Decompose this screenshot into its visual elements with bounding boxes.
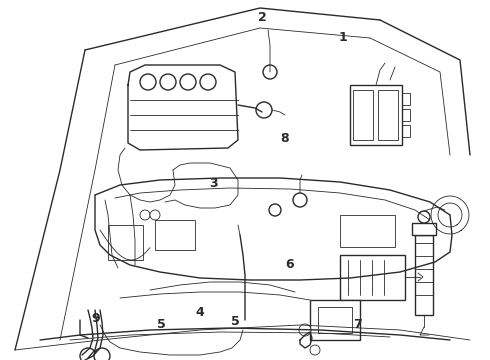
Circle shape <box>293 193 307 207</box>
Bar <box>318 307 352 333</box>
Bar <box>155 220 195 250</box>
Circle shape <box>160 74 176 90</box>
Circle shape <box>418 211 430 223</box>
Text: 3: 3 <box>209 177 218 190</box>
Circle shape <box>180 74 196 90</box>
Bar <box>378 90 398 140</box>
Bar <box>310 300 360 340</box>
Circle shape <box>310 345 320 355</box>
Text: 2: 2 <box>258 11 267 24</box>
Circle shape <box>140 74 156 90</box>
Circle shape <box>269 204 281 216</box>
Bar <box>108 225 143 260</box>
Bar <box>415 235 433 315</box>
Bar <box>340 255 405 300</box>
Circle shape <box>94 348 110 360</box>
Text: 6: 6 <box>285 258 294 271</box>
Bar <box>350 85 402 145</box>
Bar <box>412 223 436 235</box>
Text: 7: 7 <box>353 318 362 331</box>
Text: 8: 8 <box>280 132 289 145</box>
Circle shape <box>80 348 96 360</box>
Circle shape <box>150 210 160 220</box>
Circle shape <box>140 210 150 220</box>
Circle shape <box>200 74 216 90</box>
Text: 4: 4 <box>196 306 204 319</box>
Text: 1: 1 <box>339 31 347 44</box>
Bar <box>353 90 373 140</box>
Bar <box>340 215 395 247</box>
Text: 5: 5 <box>157 318 166 331</box>
Circle shape <box>256 102 272 118</box>
Text: 9: 9 <box>91 312 100 325</box>
Circle shape <box>299 324 311 336</box>
Circle shape <box>263 65 277 79</box>
Text: 5: 5 <box>231 315 240 328</box>
